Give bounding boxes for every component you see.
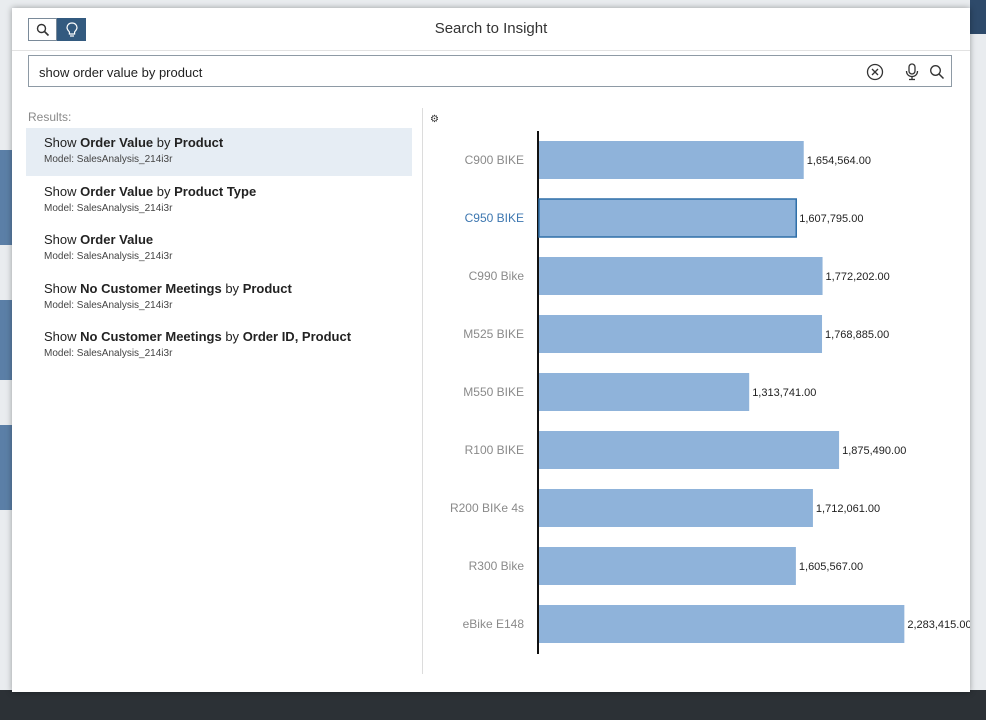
category-label: R300 Bike: [469, 559, 525, 573]
result-text: Show: [44, 232, 81, 247]
category-label: C900 BIKE: [465, 153, 524, 167]
mode-toggle: [28, 18, 86, 41]
result-text: Show: [44, 329, 81, 344]
category-label: R200 BIKe 4s: [450, 501, 524, 515]
result-text: Show: [44, 183, 81, 199]
gear-icon[interactable]: ⚙: [430, 114, 439, 125]
result-text: by: [153, 183, 175, 199]
results-pane: Results: Show Order Value by Product Mode…: [26, 108, 412, 668]
value-label: 1,313,741.00: [752, 387, 816, 399]
bar[interactable]: [539, 489, 813, 527]
background-shell-bar: [970, 0, 986, 34]
result-item[interactable]: Show Order Value Model: SalesAnalysis_214…: [26, 225, 412, 273]
dialog-footer: [0, 690, 986, 720]
result-title: Show No Customer Meetings by Order ID, P…: [44, 329, 412, 345]
value-label: 1,605,567.00: [799, 561, 863, 573]
result-text: by: [221, 280, 243, 296]
result-item[interactable]: Show Order Value by Product Model: SalesA…: [26, 128, 412, 176]
result-text: Show: [44, 280, 81, 296]
background-panel: [0, 150, 12, 245]
result-keyword: No Customer Meetings: [80, 329, 222, 344]
result-text: by: [153, 135, 175, 150]
result-model: Model: SalesAnalysis_214i3r: [44, 154, 173, 165]
background-panel: [0, 300, 12, 380]
result-model: Model: SalesAnalysis_214i3r: [44, 202, 173, 214]
search-to-insight-dialog: Search to Insight Result: [12, 8, 970, 692]
result-item[interactable]: Show No Customer Meetings by Product Mode…: [26, 274, 412, 322]
category-label: R100 BIKE: [465, 443, 524, 457]
result-keyword: Order ID, Product: [242, 329, 352, 344]
bar[interactable]: [538, 198, 797, 238]
search-icon: [36, 23, 49, 36]
bar[interactable]: [539, 315, 823, 353]
lightbulb-icon: [65, 21, 78, 37]
result-keyword: Order Value: [80, 135, 154, 150]
result-keyword: Order Value: [80, 183, 154, 199]
search-box: [28, 55, 952, 87]
result-keyword: Order Value: [80, 232, 154, 247]
background-panel: [0, 425, 12, 510]
bar[interactable]: [539, 605, 905, 643]
search-input[interactable]: [39, 62, 819, 82]
result-keyword: Product: [242, 280, 292, 296]
voice-input-button[interactable]: [902, 62, 922, 82]
value-label: 1,875,490.00: [842, 445, 906, 457]
category-label: eBike E148: [463, 617, 525, 631]
microphone-icon: [905, 63, 919, 81]
category-label: M525 BIKE: [463, 327, 524, 341]
value-label: 1,712,061.00: [816, 503, 880, 515]
pane-divider: [422, 108, 423, 674]
result-model: Model: SalesAnalysis_214i3r: [44, 251, 173, 262]
category-label: C990 Bike: [469, 269, 525, 283]
value-label: 1,607,795.00: [799, 213, 863, 225]
search-mode-button[interactable]: [28, 18, 57, 41]
clear-icon: [866, 63, 884, 81]
result-title: Show No Customer Meetings by Product: [44, 281, 412, 297]
result-text: Show: [44, 135, 81, 150]
category-label: M550 BIKE: [463, 385, 524, 399]
result-item[interactable]: Show Order Value by Product Type Model: S…: [26, 177, 412, 225]
results-label: Results:: [28, 110, 72, 124]
value-label: 1,772,202.00: [826, 271, 890, 283]
result-title: Show Order Value: [44, 232, 412, 248]
value-label: 2,283,415.00: [907, 619, 970, 631]
chart-area: ⚙ C900 BIKE 1,654,564.00 C950 BIKE 1,607,79…: [424, 108, 970, 674]
bar[interactable]: [539, 257, 823, 295]
clear-button[interactable]: [865, 62, 885, 82]
result-title: Show Order Value by Product: [44, 135, 412, 151]
result-item[interactable]: Show No Customer Meetings by Order ID, P…: [26, 322, 412, 370]
dialog-header: Search to Insight: [12, 8, 970, 51]
bar[interactable]: [539, 431, 840, 469]
bar[interactable]: [539, 373, 750, 411]
search-icon: [930, 65, 945, 80]
result-model: Model: SalesAnalysis_214i3r: [44, 299, 173, 311]
bar[interactable]: [539, 141, 804, 179]
result-model: Model: SalesAnalysis_214i3r: [44, 348, 173, 359]
result-title: Show Order Value by Product Type: [44, 184, 412, 200]
result-text: by: [221, 329, 243, 344]
bar[interactable]: [539, 547, 796, 585]
result-keyword: Product Type: [174, 183, 257, 199]
result-keyword: Product: [174, 135, 224, 150]
category-label: C950 BIKE: [465, 211, 524, 225]
value-label: 1,768,885.00: [825, 329, 889, 341]
bar-chart: C900 BIKE 1,654,564.00 C950 BIKE 1,607,795.…: [450, 131, 970, 654]
value-label: 1,654,564.00: [807, 155, 871, 167]
result-keyword: No Customer Meetings: [80, 280, 222, 296]
submit-search-button[interactable]: [927, 62, 947, 82]
insight-mode-button[interactable]: [57, 18, 86, 41]
dialog-title: Search to Insight: [434, 20, 548, 37]
